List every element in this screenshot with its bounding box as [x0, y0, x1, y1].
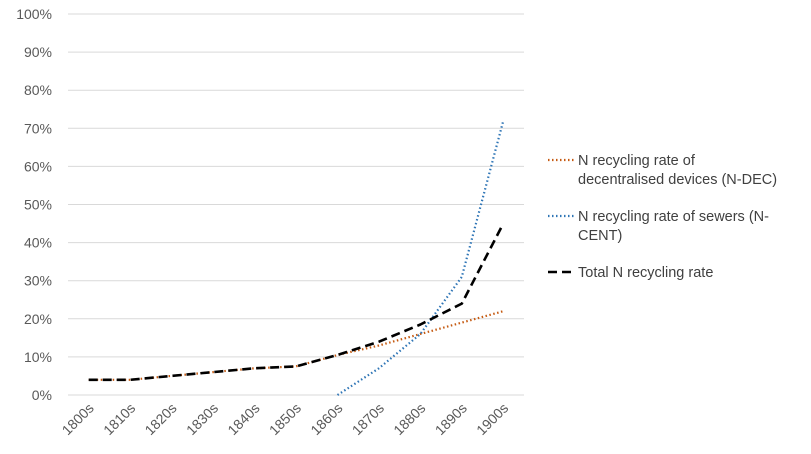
- x-tick-label: 1860s: [307, 400, 345, 438]
- x-tick-label: 1810s: [100, 400, 138, 438]
- series-line-0: [88, 310, 504, 381]
- x-tick-label: 1900s: [473, 400, 511, 438]
- x-tick-label: 1880s: [390, 400, 428, 438]
- y-tick-label: 20%: [24, 311, 52, 327]
- x-tick-label: 1840s: [224, 400, 262, 438]
- y-tick-label: 40%: [24, 235, 52, 251]
- y-tick-label: 60%: [24, 158, 52, 174]
- x-tick-label: 1830s: [183, 400, 221, 438]
- x-tick-label: 1820s: [141, 400, 179, 438]
- x-tick-label: 1890s: [432, 400, 470, 438]
- y-tick-label: 70%: [24, 120, 52, 136]
- y-tick-label: 30%: [24, 273, 52, 289]
- legend: N recycling rate of decentralised devices…: [548, 153, 777, 281]
- x-tick-label: 1870s: [349, 400, 387, 438]
- gridlines: [68, 13, 524, 396]
- y-tick-label: 10%: [24, 349, 52, 365]
- y-axis-tick-labels: 0% 10% 20% 30% 40% 50% 60% 70% 80% 90% 100%: [16, 6, 52, 403]
- series-line-1: [336, 120, 505, 396]
- series-lines: [88, 120, 505, 396]
- y-tick-label: 50%: [24, 197, 52, 213]
- y-tick-label: 0%: [32, 387, 52, 403]
- legend-label-0: N recycling rate of decentralised devices…: [578, 153, 777, 188]
- y-tick-label: 100%: [16, 6, 52, 22]
- legend-label-2: Total N recycling rate: [578, 265, 713, 281]
- legend-label-1: N recycling rate of sewers (N-CENT): [578, 209, 769, 244]
- y-tick-label: 90%: [24, 44, 52, 60]
- series-line-2: [88, 222, 505, 382]
- x-tick-label: 1850s: [266, 400, 304, 438]
- y-tick-label: 80%: [24, 82, 52, 98]
- x-tick-label: 1800s: [59, 400, 97, 438]
- x-axis-tick-labels: 1800s 1810s 1820s 1830s 1840s 1850s 1860s 1870s…: [59, 400, 512, 438]
